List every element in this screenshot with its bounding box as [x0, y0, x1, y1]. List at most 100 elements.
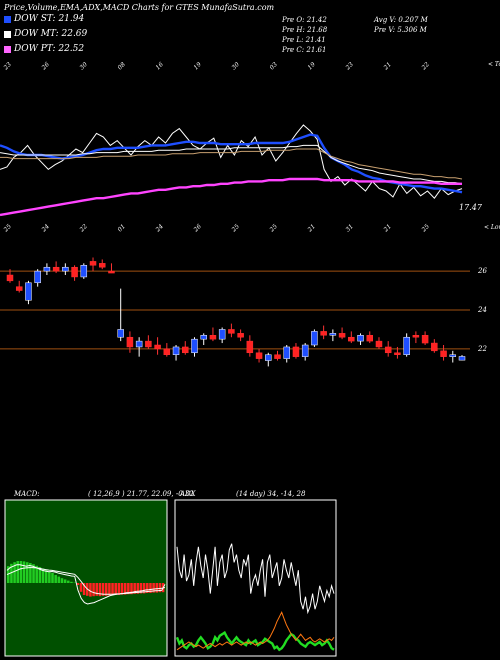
candle-body [338, 333, 346, 338]
candle-body [163, 348, 171, 355]
macd-bar [19, 561, 23, 583]
ema-line-4 [0, 177, 462, 217]
candle-body [246, 340, 254, 354]
adx-panel-bg [174, 499, 337, 657]
candle-body [320, 331, 327, 336]
macd-bar [7, 566, 10, 583]
dow-mt-label: DOW MT: 22.69 [14, 29, 88, 39]
bottom-date-label: 25 [268, 223, 279, 234]
candle-body [274, 354, 281, 359]
macd-bar [120, 583, 124, 595]
candle-body [154, 344, 161, 350]
macd-bar [101, 583, 105, 596]
last-value-label: 17.47 [459, 203, 483, 212]
adx-title: ADX [180, 490, 196, 498]
candle-body [117, 329, 124, 338]
top-date-label: 22 [420, 61, 431, 72]
macd-bar [22, 561, 26, 583]
top-date-label: 03 [268, 61, 278, 71]
pre-open: Pre O: 21.42 [282, 16, 327, 24]
candle-body [311, 331, 318, 346]
top-date-label: 16 [154, 61, 164, 71]
macd-bar [51, 573, 54, 583]
candle-body [108, 270, 115, 274]
macd-bar [82, 583, 86, 595]
macd-bar [44, 570, 48, 583]
macd-bar [108, 583, 111, 596]
bottom-date-label: 26 [192, 223, 203, 234]
dow-pt-swatch [4, 46, 11, 53]
candle-body [394, 352, 401, 355]
macd-bar [114, 583, 117, 595]
chart-title: Price,Volume,EMA,ADX,MACD Charts for GTE… [4, 3, 275, 12]
candle-body [62, 266, 69, 272]
macd-bar [67, 580, 70, 583]
macd-bar [79, 583, 83, 592]
pre-close: Pre C: 21.61 [282, 46, 327, 54]
candle-body [255, 352, 263, 359]
bottom-date-label: 31 [344, 223, 354, 233]
candle-body [292, 346, 300, 357]
candle-body [366, 335, 374, 342]
macd-bar [127, 583, 130, 595]
bottom-date-label: 21 [382, 223, 393, 234]
top-date-label: 19 [192, 61, 202, 71]
bottom-date-label: 25 [2, 223, 13, 234]
macd-bar [117, 583, 121, 595]
price-tick-label: 24 [477, 306, 487, 314]
macd-bar [48, 571, 51, 583]
macd-bar [139, 583, 143, 594]
macd-bar [123, 583, 127, 595]
macd-bar [130, 583, 133, 595]
candle-body [191, 338, 198, 354]
candle-body [43, 266, 51, 272]
bottom-date-label: 25 [230, 223, 241, 234]
dow-pt-label: DOW PT: 22.52 [14, 44, 85, 54]
adx-line-1 [175, 630, 335, 652]
macd-title: MACD: [14, 490, 40, 498]
macd-line [6, 564, 166, 605]
price-tick-label: 22 [477, 345, 487, 353]
top-date-label: 26 [40, 61, 51, 72]
top-date-label: 23 [344, 61, 355, 72]
candle-body [98, 263, 106, 268]
candle-body [357, 335, 364, 342]
tops-label: < Tops [488, 61, 500, 68]
bottom-date-label: 01 [116, 223, 126, 233]
pre-volume: Pre V: 5.306 M [374, 26, 427, 34]
candle-body [209, 335, 217, 340]
dow-st-label: DOW ST: 21.94 [14, 14, 85, 24]
avg-volume: Avg V: 0.207 M [374, 16, 428, 24]
macd-signal-line [6, 567, 166, 595]
candle-body [421, 335, 429, 344]
candle-body [265, 354, 272, 361]
macd-bar [35, 565, 38, 583]
macd-bar [155, 583, 159, 593]
candle-body [80, 265, 88, 278]
macd-bar [98, 583, 102, 597]
macd-bar [146, 583, 149, 593]
top-date-label: 21 [382, 61, 393, 72]
macd-bar [142, 583, 146, 594]
adx-line-0 [176, 543, 335, 615]
macd-bar [104, 583, 108, 596]
macd-bar [60, 578, 64, 583]
candle-body [440, 350, 447, 357]
candle-body [6, 274, 14, 282]
bottom-date-label: 25 [420, 223, 431, 234]
candle-body [145, 340, 152, 348]
candle-body [458, 356, 466, 361]
candle-body [126, 336, 134, 348]
candle-body [25, 282, 32, 301]
pre-low: Pre L: 21.41 [282, 36, 326, 44]
ema-line-2 [0, 144, 463, 185]
candle-body [449, 354, 457, 357]
adx-params: (14 day) 34, -14, 28 [236, 490, 306, 498]
price-tick-label: 26 [477, 267, 487, 275]
candle-body [218, 329, 226, 340]
macd-bar [38, 567, 42, 583]
macd-panel-bg [4, 499, 168, 657]
candle-body [412, 335, 420, 338]
macd-bar [32, 564, 35, 583]
